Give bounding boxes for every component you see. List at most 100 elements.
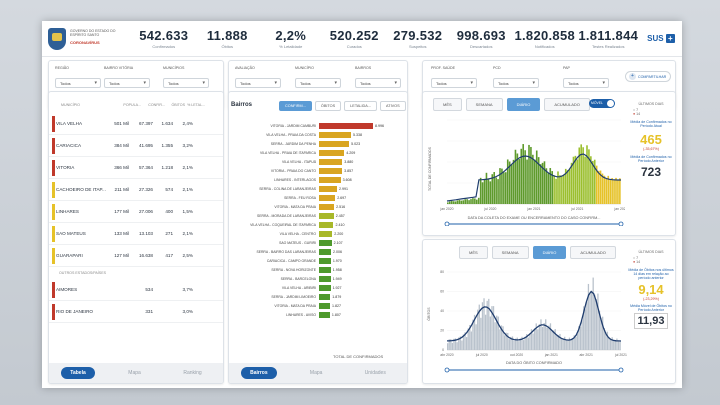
cell-confirmados: 67.397 <box>138 121 153 126</box>
pill-acumulado[interactable]: ACUMULADO <box>544 98 590 111</box>
table-row[interactable]: VITORIA 366 Mil 57.364 1.218 2,1% <box>49 157 223 179</box>
bairro-bar-row[interactable]: SERRA - COLINA DE LARANJEIRAS 2.991 <box>229 185 407 193</box>
bairro-bar-row[interactable]: VILA VELHA - COQUEIRAL DE ITAPARICA 2.410 <box>229 221 407 229</box>
filter-pcd[interactable]: PCD Todos <box>493 66 539 88</box>
bairro-bar-row[interactable]: VILA VELHA - ITAPUÃ 3.880 <box>229 158 407 166</box>
filter-municipios[interactable]: Municípios Todos <box>163 66 209 88</box>
table-row[interactable]: SAO MATEUS 133 Mil 13.103 271 2,1% <box>49 223 223 245</box>
bairro-value: 1.807 <box>331 313 341 317</box>
bairro-bar-row[interactable]: SERRA - JARDIM DA PENHA 5.023 <box>229 140 407 148</box>
table-row[interactable]: AIMORES 534 3,7% <box>49 279 223 301</box>
table-body: VILA VELHA 501 Mil 67.397 1.634 2,4% CAR… <box>49 113 223 267</box>
filter-bairros[interactable]: Bairros Todos <box>355 66 401 88</box>
cell-confirmados: 27.006 <box>138 209 153 214</box>
left-panel-tabs: Tabela Mapa Ranking <box>49 363 223 383</box>
cell-letalidade: 2,5% <box>182 253 193 258</box>
kpi-descartados: 998.693 Descartados <box>456 28 506 49</box>
bairro-bar-row[interactable]: SERRA - BARCELONA 1.949 <box>229 275 407 283</box>
pill-semana[interactable]: SEMANA <box>465 98 503 111</box>
daily-bar <box>472 198 474 204</box>
legend-obitos-7-days[interactable]: ○ 7 <box>633 256 639 260</box>
tab-unidades[interactable]: Unidades <box>364 370 386 376</box>
share-button[interactable]: + COMPARTILHAR <box>625 71 671 82</box>
bairro-label: SAO MATEUS - GURIRI <box>279 241 316 245</box>
x-axis-label: DATA DO ÓBITO CONFIRMADO <box>506 360 562 365</box>
state-crest-icon <box>48 27 66 50</box>
bairro-bar-row[interactable]: SERRA - JARDIM LIMOEIRO 1.879 <box>229 293 407 301</box>
daily-bar <box>609 179 611 204</box>
table-row[interactable]: VILA VELHA 501 Mil 67.397 1.634 2,4% <box>49 113 223 135</box>
pill-obitos-acumulado[interactable]: ACUMULADO <box>570 246 616 259</box>
table-row[interactable]: CACHOEIRO DE ITAP... 211 Mil 27.326 574 … <box>49 179 223 201</box>
daily-bar <box>522 340 525 350</box>
pill-mes[interactable]: MÊS <box>433 98 462 111</box>
mid-panel-tabs: Bairros Mapa Unidades <box>229 363 407 383</box>
bairro-bar-row[interactable]: SERRA - NOVA HORIZONTE 1.958 <box>229 266 407 274</box>
bairro-bar-row[interactable]: SERRA - MORADA DE LARANJEIRAS 2.457 <box>229 212 407 220</box>
filter-prof-saude[interactable]: Prof. Saúde Todos <box>431 66 477 88</box>
bairro-bar-row[interactable]: VITORIA - MATA DA PRAIA 2.516 <box>229 203 407 211</box>
table-row[interactable]: LINHARES 177 Mil 27.006 400 1,5% <box>49 201 223 223</box>
table-row[interactable]: CARIACICA 384 Mil 41.695 1.355 3,2% <box>49 135 223 157</box>
tab-bairros[interactable]: Bairros <box>241 367 277 379</box>
pill-obitos-mes[interactable]: MÊS <box>459 246 488 259</box>
bairro-bar <box>319 159 343 165</box>
pill-obitos-diario[interactable]: DIÁRIO <box>532 246 567 259</box>
daily-bar <box>510 336 512 350</box>
daily-bar <box>615 177 617 204</box>
daily-bar <box>559 333 561 350</box>
daily-bar <box>543 161 546 204</box>
bairro-bar-row[interactable]: VILA VELHA - PRAIA DA COSTA 5.338 <box>229 131 407 139</box>
pill-diario[interactable]: DIÁRIO <box>506 98 541 111</box>
pill-ativos[interactable]: ATIVOS <box>380 101 406 111</box>
bairro-bar-row[interactable]: VILA VELHA - PRAIA DE ITAPARICA 4.209 <box>229 149 407 157</box>
filter-bairro-vitoria[interactable]: Bairro Vitória Todos <box>104 66 150 88</box>
bairro-bar-row[interactable]: LINHARES - INTERLAGOS 3.608 <box>229 176 407 184</box>
table-row[interactable]: GUARAPARI 127 Mil 16.638 417 2,5% <box>49 245 223 267</box>
legend-7-days[interactable]: ○ 7 <box>633 108 639 112</box>
daily-bar <box>551 331 553 350</box>
daily-bar <box>541 162 544 204</box>
filter-avaliacao[interactable]: Avaliação Todos <box>235 66 281 88</box>
bairro-bar-row[interactable]: SERRA - BAIRRO DAS LARANJEIRAS 2.006 <box>229 248 407 256</box>
pill-obitos[interactable]: ÓBITOS <box>314 101 342 111</box>
pill-confirmados[interactable]: CONFIRM... <box>279 101 312 111</box>
daily-bar <box>545 168 548 204</box>
bairro-bar-row[interactable]: VITORIA - JARDIM CAMBURI 8.996 <box>229 122 407 130</box>
cell-confirmados: 27.326 <box>138 187 153 192</box>
bairro-bar-row[interactable]: CARIACICA - CAMPO GRANDE 1.970 <box>229 257 407 265</box>
tab-mapa-bairros[interactable]: Mapa <box>309 370 323 376</box>
bairro-bar-row[interactable]: VITORIA - MATA DA PRAIA 1.827 <box>229 302 407 310</box>
slider-handle-end <box>618 221 624 226</box>
bairro-label: SERRA - BARCELONA <box>280 277 316 281</box>
pill-letalidade[interactable]: LETALIDA... <box>344 101 377 111</box>
tab-tabela[interactable]: Tabela <box>61 367 95 379</box>
tab-mapa[interactable]: Mapa <box>128 370 141 376</box>
pill-obitos-semana[interactable]: SEMANA <box>491 246 529 259</box>
bairro-bar-row[interactable]: LINHARES - AVISO 1.807 <box>229 311 407 319</box>
bairro-bar <box>319 231 333 237</box>
bairro-bar <box>319 267 331 273</box>
legend-obitos-14-days[interactable]: ● 14 <box>633 260 641 264</box>
table-row[interactable]: RIO DE JANEIRO 331 3,0% <box>49 301 223 323</box>
daily-bar <box>600 317 602 350</box>
daily-bar <box>518 159 521 204</box>
moving-average-toggle[interactable] <box>589 99 615 108</box>
bairro-bar-row[interactable]: SERRA - FEU ROSA 2.697 <box>229 194 407 202</box>
bairro-bar-row[interactable]: SAO MATEUS - GURIRI 2.107 <box>229 239 407 247</box>
daily-bar <box>613 340 615 350</box>
legend-14-days[interactable]: ● 14 <box>633 112 641 116</box>
daily-bar <box>570 162 573 204</box>
bairro-bar-row[interactable]: VILA VELHA - CENTRO 2.200 <box>229 230 407 238</box>
daily-bar <box>562 338 564 350</box>
filter-regiao[interactable]: Região Todos <box>55 66 101 88</box>
filter-pap[interactable]: PAP Todos <box>563 66 609 88</box>
filter-municipio[interactable]: Município Todos <box>295 66 341 88</box>
bairro-bar-row[interactable]: VILA VELHA - ARIBIRI 1.927 <box>229 284 407 292</box>
bairro-bar-row[interactable]: VITORIA - PRAIA DO CANTO 3.857 <box>229 167 407 175</box>
row-color-bar <box>52 304 55 320</box>
daily-bar <box>499 168 501 204</box>
bairro-value: 1.958 <box>332 268 342 272</box>
tab-ranking[interactable]: Ranking <box>183 370 202 376</box>
outros-estados-label: OUTROS ESTADOS/PAÍSES <box>59 271 106 275</box>
